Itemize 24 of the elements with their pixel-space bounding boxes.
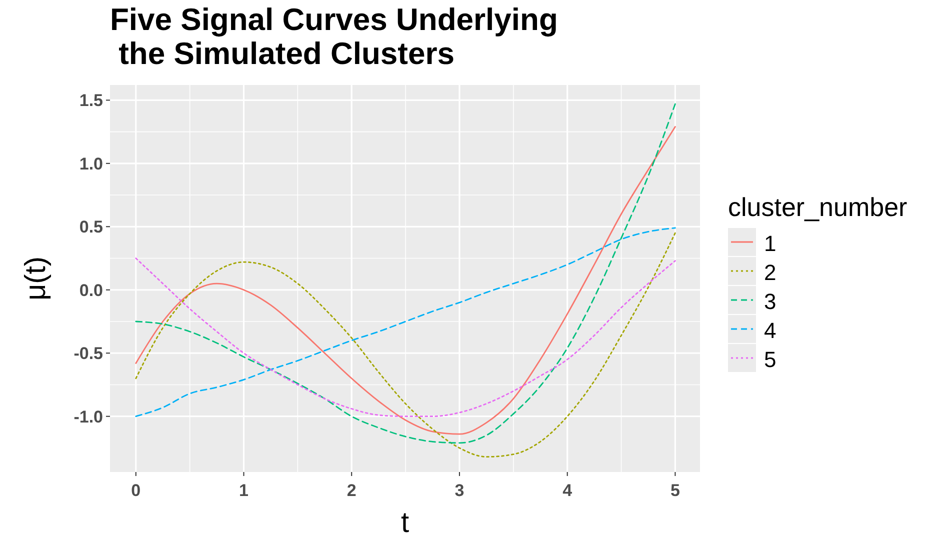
legend-label: 4	[764, 318, 776, 343]
y-tick-label: 0.5	[79, 218, 103, 237]
chart-title: Five Signal Curves Underlying the Simulated Clusters	[110, 2, 558, 71]
x-tick-label: 0	[131, 481, 141, 500]
x-tick-label: 4	[562, 481, 573, 500]
legend-label: 5	[764, 347, 776, 372]
line-series	[135, 258, 676, 418]
line-series	[135, 232, 676, 458]
x-axis-title: t	[400, 507, 410, 539]
legend-label: 1	[764, 231, 776, 256]
x-tick-label: 5	[670, 481, 680, 500]
y-axis-title: μ(t)	[20, 256, 52, 301]
legend-label: 2	[764, 260, 776, 285]
x-tick-label: 1	[239, 481, 248, 500]
y-tick-label: -0.5	[74, 344, 103, 364]
legend-title: cluster_number	[728, 192, 908, 222]
x-tick-label: 2	[346, 481, 356, 500]
x-tick-label: 3	[454, 481, 464, 500]
line-series	[135, 227, 676, 418]
y-tick-label: 0.0	[79, 280, 103, 300]
legend-label: 3	[764, 289, 776, 314]
y-tick-label: 1.0	[79, 154, 103, 174]
y-tick-label: 1.5	[79, 91, 103, 110]
y-tick-label: -1.0	[74, 407, 103, 426]
